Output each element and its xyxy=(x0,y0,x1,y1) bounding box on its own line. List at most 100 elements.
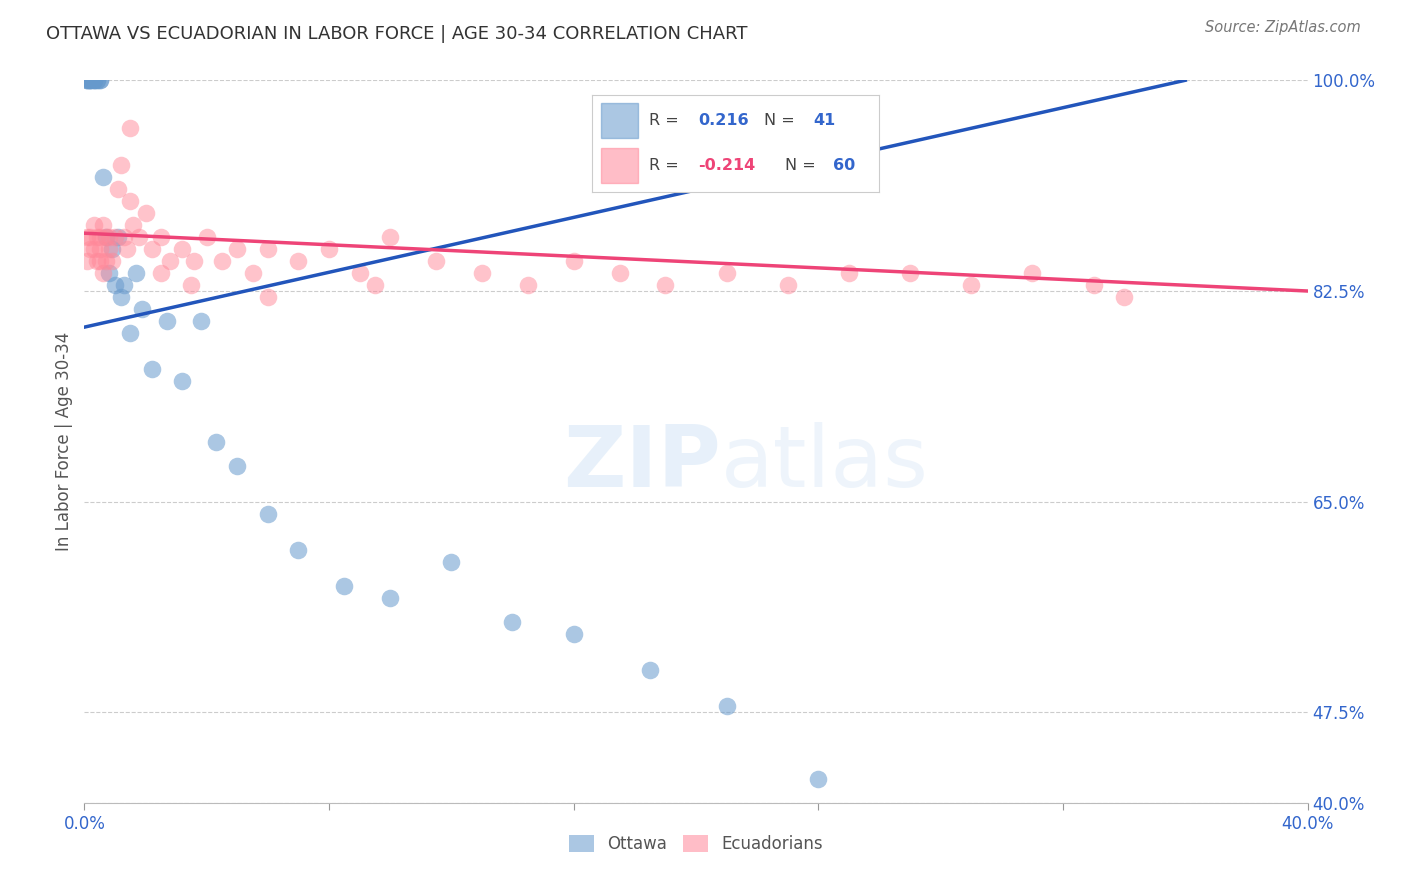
Point xyxy=(257,242,280,256)
Point xyxy=(257,290,280,304)
Point xyxy=(149,266,172,280)
Point xyxy=(898,266,921,280)
Point xyxy=(471,266,494,280)
Point xyxy=(562,627,585,641)
Point xyxy=(638,664,661,678)
Point xyxy=(180,277,202,292)
Point xyxy=(101,242,124,256)
Point xyxy=(562,253,585,268)
Point xyxy=(135,205,157,219)
Point xyxy=(183,253,205,268)
Point xyxy=(86,253,108,268)
Point xyxy=(112,229,135,244)
Point xyxy=(131,301,153,316)
Text: atlas: atlas xyxy=(720,422,928,505)
Point xyxy=(226,458,249,473)
Point xyxy=(83,242,105,256)
Point xyxy=(242,266,264,280)
Point xyxy=(91,266,114,280)
Point xyxy=(76,73,98,87)
Y-axis label: In Labor Force | Age 30-34: In Labor Force | Age 30-34 xyxy=(55,332,73,551)
Point xyxy=(960,277,983,292)
Point xyxy=(79,242,101,256)
Point xyxy=(1083,277,1105,292)
Point xyxy=(97,242,120,256)
Point xyxy=(79,73,101,87)
Point xyxy=(380,229,402,244)
Point xyxy=(440,555,463,569)
Point xyxy=(89,242,111,256)
Point xyxy=(104,229,127,244)
Point xyxy=(86,229,108,244)
Point xyxy=(318,242,340,256)
Point xyxy=(654,277,676,292)
Point xyxy=(609,266,631,280)
Point xyxy=(79,229,101,244)
Point xyxy=(226,242,249,256)
Point xyxy=(76,253,98,268)
Point xyxy=(287,542,309,557)
Point xyxy=(94,229,117,244)
Point xyxy=(141,362,163,376)
Point xyxy=(79,73,101,87)
Point xyxy=(364,277,387,292)
Point xyxy=(94,229,117,244)
Point xyxy=(502,615,524,630)
Point xyxy=(149,229,172,244)
Point xyxy=(110,290,132,304)
Point xyxy=(172,374,194,388)
Point xyxy=(287,253,309,268)
Point xyxy=(516,277,538,292)
Text: OTTAWA VS ECUADORIAN IN LABOR FORCE | AGE 30-34 CORRELATION CHART: OTTAWA VS ECUADORIAN IN LABOR FORCE | AG… xyxy=(46,25,748,43)
Text: Source: ZipAtlas.com: Source: ZipAtlas.com xyxy=(1205,20,1361,35)
Point xyxy=(776,277,799,292)
Point xyxy=(195,229,218,244)
Point xyxy=(83,73,105,87)
Point xyxy=(838,266,860,280)
Point xyxy=(1114,290,1136,304)
Point xyxy=(83,73,105,87)
Point xyxy=(110,157,132,171)
Point xyxy=(76,229,98,244)
Point xyxy=(86,73,108,87)
Point xyxy=(211,253,233,268)
Point xyxy=(89,73,111,87)
Point xyxy=(159,253,181,268)
Point xyxy=(89,229,111,244)
Point xyxy=(89,73,111,87)
Point xyxy=(120,194,142,208)
Point xyxy=(141,242,163,256)
Point xyxy=(716,699,738,714)
Point xyxy=(107,181,129,195)
Point xyxy=(86,73,108,87)
Point xyxy=(349,266,371,280)
Point xyxy=(91,169,114,184)
Point xyxy=(76,73,98,87)
Point xyxy=(205,434,228,449)
Point xyxy=(333,579,356,593)
Legend: Ottawa, Ecuadorians: Ottawa, Ecuadorians xyxy=(562,828,830,860)
Point xyxy=(115,242,138,256)
Point xyxy=(1021,266,1043,280)
Point xyxy=(125,266,148,280)
Point xyxy=(190,314,212,328)
Point xyxy=(120,121,142,136)
Point xyxy=(425,253,447,268)
Point xyxy=(172,242,194,256)
Point xyxy=(97,266,120,280)
Point xyxy=(101,253,124,268)
Point xyxy=(107,229,129,244)
Point xyxy=(89,253,111,268)
Point xyxy=(79,73,101,87)
Point xyxy=(122,218,145,232)
Point xyxy=(91,218,114,232)
Point xyxy=(83,73,105,87)
Point xyxy=(83,218,105,232)
Point xyxy=(716,266,738,280)
Point xyxy=(120,326,142,340)
Point xyxy=(76,73,98,87)
Point xyxy=(79,73,101,87)
Point xyxy=(156,314,179,328)
Point xyxy=(104,277,127,292)
Point xyxy=(128,229,150,244)
